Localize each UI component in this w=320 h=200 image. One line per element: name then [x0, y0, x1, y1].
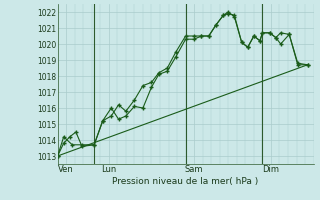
X-axis label: Pression niveau de la mer( hPa ): Pression niveau de la mer( hPa ) [112, 177, 259, 186]
